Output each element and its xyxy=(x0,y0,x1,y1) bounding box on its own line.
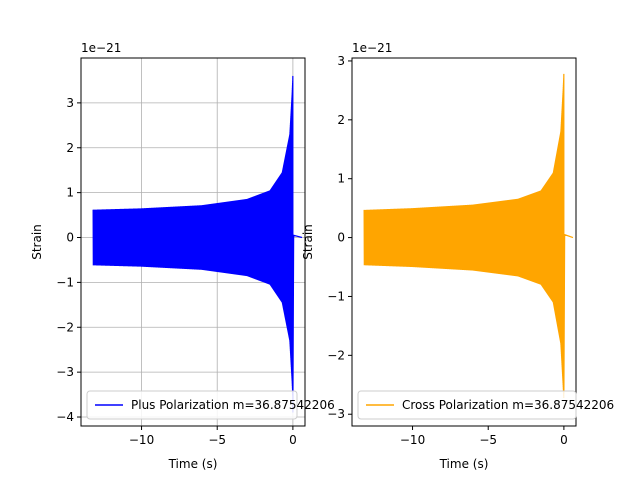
y-tick-label: −2 xyxy=(56,320,74,334)
y-tick-label: 0 xyxy=(66,231,74,245)
y-tick-label: −3 xyxy=(327,407,345,421)
y-tick-label: 2 xyxy=(337,113,345,127)
x-axis-label: Time (s) xyxy=(168,457,218,471)
y-tick-label: −1 xyxy=(56,275,74,289)
legend-label: Plus Polarization m=36.87542206 xyxy=(131,398,335,412)
y-tick-label: −1 xyxy=(327,289,345,303)
y-tick-label: 1 xyxy=(337,172,345,186)
y-tick-label: 1 xyxy=(66,186,74,200)
y-axis-label: Strain xyxy=(301,224,315,260)
x-tick-label: 0 xyxy=(560,433,568,447)
x-tick-label: −10 xyxy=(129,433,154,447)
y-axis-label: Strain xyxy=(30,224,44,260)
x-tick-label: 0 xyxy=(289,433,297,447)
x-tick-label: −10 xyxy=(400,433,425,447)
offset-text: 1e−21 xyxy=(352,41,392,55)
legend-box xyxy=(86,390,298,420)
axes-frame xyxy=(80,57,306,427)
y-tick-label: −2 xyxy=(327,348,345,362)
y-tick-label: −4 xyxy=(56,410,74,424)
y-tick-label: 3 xyxy=(337,54,345,68)
x-tick-label: −5 xyxy=(208,433,226,447)
x-axis-label: Time (s) xyxy=(439,457,489,471)
y-tick-label: 0 xyxy=(337,231,345,245)
y-tick-label: 2 xyxy=(66,141,74,155)
x-tick-label: −5 xyxy=(479,433,497,447)
legend-box xyxy=(357,390,577,420)
waveform-line xyxy=(92,75,303,413)
waveform-line xyxy=(363,73,574,399)
axes-frame xyxy=(351,57,577,427)
legend-label: Cross Polarization m=36.87542206 xyxy=(402,398,614,412)
y-tick-label: −3 xyxy=(56,365,74,379)
y-tick-label: 3 xyxy=(66,96,74,110)
offset-text: 1e−21 xyxy=(81,41,121,55)
